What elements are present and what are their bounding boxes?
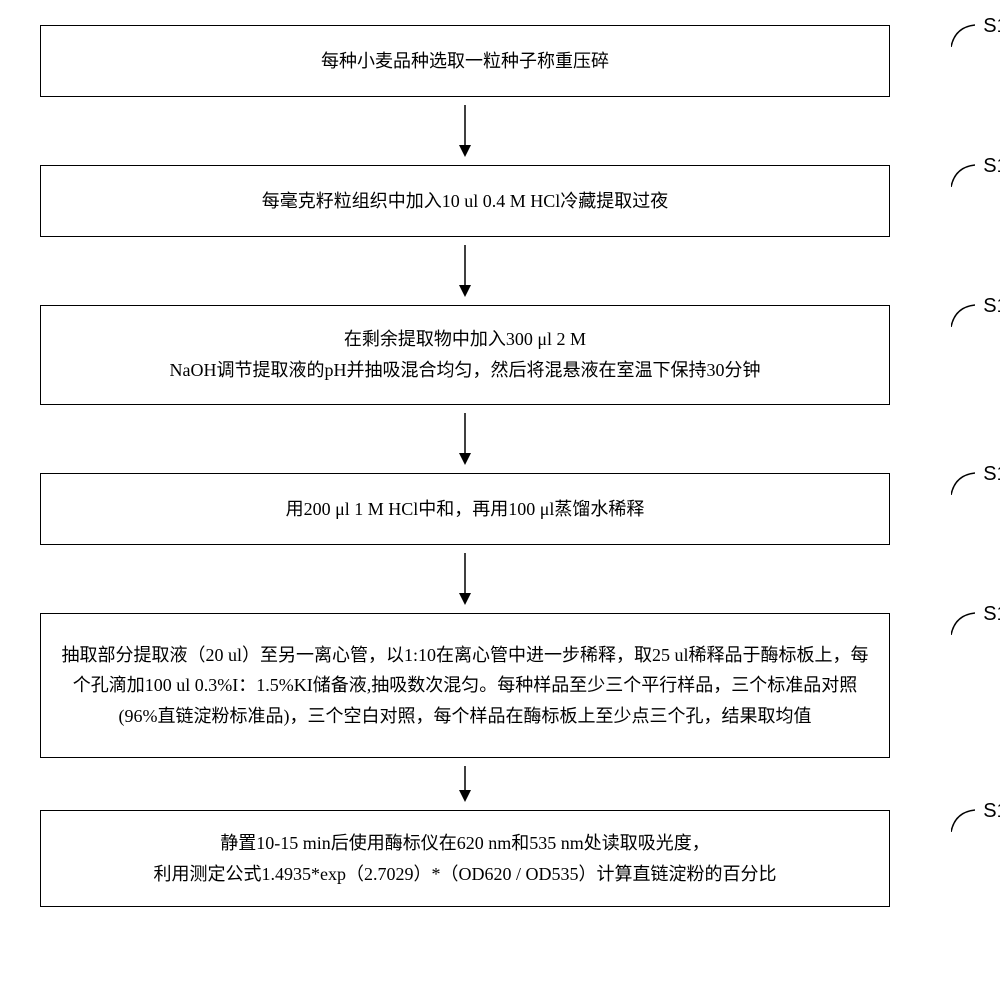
step-s102-text: 每毫克籽粒组织中加入10 ul 0.4 M HCl冷藏提取过夜 bbox=[262, 186, 669, 217]
step-s106-label: S106 bbox=[983, 800, 1000, 823]
arrow-3 bbox=[40, 413, 890, 465]
arrow-1 bbox=[40, 105, 890, 157]
step-s102-container: 每毫克籽粒组织中加入10 ul 0.4 M HCl冷藏提取过夜 S102 bbox=[40, 165, 960, 237]
label-connector-s106 bbox=[951, 808, 975, 832]
label-connector-s101 bbox=[951, 23, 975, 47]
arrow-4 bbox=[40, 553, 890, 605]
step-s106-text: 静置10-15 min后使用酶标仪在620 nm和535 nm处读取吸光度， 利… bbox=[154, 828, 777, 889]
arrow-5 bbox=[40, 766, 890, 802]
step-s101-text: 每种小麦品种选取一粒种子称重压碎 bbox=[321, 46, 609, 77]
step-s105-container: 抽取部分提取液（20 ul）至另一离心管，以1:10在离心管中进一步稀释，取25… bbox=[40, 613, 960, 758]
step-s105-text: 抽取部分提取液（20 ul）至另一离心管，以1:10在离心管中进一步稀释，取25… bbox=[61, 640, 869, 732]
label-connector-s103 bbox=[951, 303, 975, 327]
step-s106-box: 静置10-15 min后使用酶标仪在620 nm和535 nm处读取吸光度， 利… bbox=[40, 810, 890, 907]
arrow-2 bbox=[40, 245, 890, 297]
label-connector-s102 bbox=[951, 163, 975, 187]
step-s101-container: 每种小麦品种选取一粒种子称重压碎 S101 bbox=[40, 25, 960, 97]
step-s104-label: S104 bbox=[983, 463, 1000, 486]
step-s103-label: S103 bbox=[983, 295, 1000, 318]
step-s104-text: 用200 μl 1 M HCl中和，再用100 μl蒸馏水稀释 bbox=[286, 494, 645, 525]
step-s105-box: 抽取部分提取液（20 ul）至另一离心管，以1:10在离心管中进一步稀释，取25… bbox=[40, 613, 890, 758]
step-s103-text: 在剩余提取物中加入300 μl 2 M NaOH调节提取液的pH并抽吸混合均匀，… bbox=[170, 324, 761, 385]
step-s102-box: 每毫克籽粒组织中加入10 ul 0.4 M HCl冷藏提取过夜 bbox=[40, 165, 890, 237]
step-s102-label: S102 bbox=[983, 155, 1000, 178]
step-s106-container: 静置10-15 min后使用酶标仪在620 nm和535 nm处读取吸光度， 利… bbox=[40, 810, 960, 907]
step-s103-box: 在剩余提取物中加入300 μl 2 M NaOH调节提取液的pH并抽吸混合均匀，… bbox=[40, 305, 890, 405]
label-connector-s105 bbox=[951, 611, 975, 635]
flowchart-container: 每种小麦品种选取一粒种子称重压碎 S101 每毫克籽粒组织中加入10 ul 0.… bbox=[0, 0, 1000, 940]
step-s104-box: 用200 μl 1 M HCl中和，再用100 μl蒸馏水稀释 bbox=[40, 473, 890, 545]
label-connector-s104 bbox=[951, 471, 975, 495]
step-s105-label: S105 bbox=[983, 603, 1000, 626]
step-s104-container: 用200 μl 1 M HCl中和，再用100 μl蒸馏水稀释 S104 bbox=[40, 473, 960, 545]
step-s101-box: 每种小麦品种选取一粒种子称重压碎 bbox=[40, 25, 890, 97]
step-s101-label: S101 bbox=[983, 15, 1000, 38]
step-s103-container: 在剩余提取物中加入300 μl 2 M NaOH调节提取液的pH并抽吸混合均匀，… bbox=[40, 305, 960, 405]
